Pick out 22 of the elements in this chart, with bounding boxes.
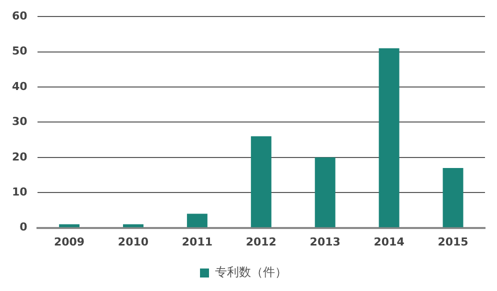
bar <box>378 48 400 228</box>
bar <box>442 168 464 228</box>
y-tick-label: 10 <box>12 185 28 198</box>
bar <box>123 224 144 228</box>
x-tick-label: 2014 <box>374 235 405 248</box>
x-tick-label: 2012 <box>246 235 276 248</box>
x-tick-label: 2013 <box>310 235 340 248</box>
y-tick-label: 30 <box>12 115 28 128</box>
y-tick-label: 20 <box>12 150 28 164</box>
x-tick-label: 2009 <box>54 235 85 248</box>
x-tick-label: 2011 <box>182 235 213 248</box>
y-tick-label: 50 <box>12 44 28 58</box>
x-tick-label: 2015 <box>438 235 468 248</box>
y-tick-label: 0 <box>20 220 28 234</box>
bar <box>250 136 272 228</box>
bar <box>314 157 336 228</box>
legend-label: 专利数（件） <box>215 265 287 280</box>
bar <box>59 224 80 228</box>
bar <box>186 214 208 228</box>
y-tick-label: 40 <box>12 80 28 93</box>
x-tick-label: 2010 <box>118 235 149 248</box>
y-tick-label: 60 <box>12 9 28 22</box>
